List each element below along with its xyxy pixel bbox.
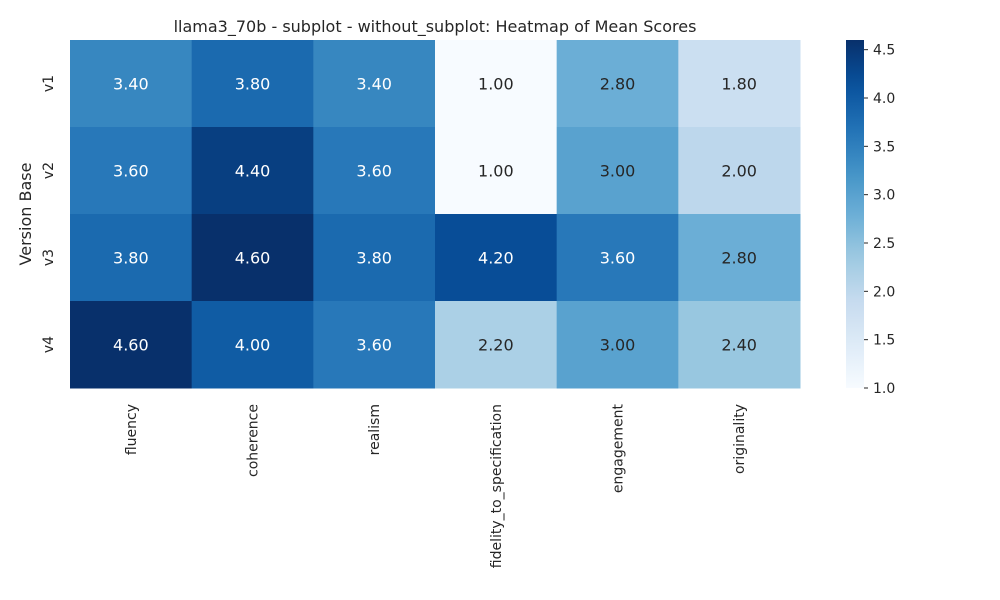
heatmap-cell — [313, 301, 436, 389]
heatmap-cell — [191, 40, 314, 128]
colorbar-tick-label: 1.5 — [873, 333, 895, 349]
heatmap-cell — [556, 214, 679, 302]
cell-value-label: 4.40 — [235, 162, 271, 181]
colorbar-tick-label: 3.0 — [873, 188, 895, 204]
heatmap-cell — [435, 214, 558, 302]
heatmap-cell — [70, 214, 193, 302]
cell-value-label: 3.40 — [356, 75, 392, 94]
cell-value-label: 3.60 — [356, 162, 392, 181]
colorbar-tick-label: 1.0 — [873, 381, 895, 397]
x-tick-label: fluency — [124, 404, 140, 455]
cell-value-label: 2.00 — [721, 162, 757, 181]
cell-value-label: 1.80 — [721, 75, 757, 94]
heatmap-cell — [435, 40, 558, 128]
x-tick-label: fidelity_to_specification — [489, 404, 505, 568]
colorbar-tick-label: 2.0 — [873, 284, 895, 300]
cell-value-label: 2.40 — [721, 336, 757, 355]
heatmap-cell — [678, 40, 801, 128]
y-tick-label: v3 — [41, 249, 57, 266]
cell-value-label: 3.40 — [113, 75, 149, 94]
heatmap-cell — [556, 301, 679, 389]
heatmap-cell — [191, 214, 314, 302]
cell-value-label: 3.80 — [235, 75, 271, 94]
colorbar-ticks: 1.0 1.5 2.0 2.5 3.0 3.5 4.0 4.5 — [864, 43, 895, 397]
x-tick-label: coherence — [246, 404, 262, 477]
y-tick-label: v2 — [41, 162, 57, 179]
heatmap-cell — [70, 301, 193, 389]
heatmap-cell — [678, 301, 801, 389]
cell-value-label: 3.60 — [113, 162, 149, 181]
colorbar-tick-label: 2.5 — [873, 236, 895, 252]
cell-value-label: 3.60 — [600, 249, 636, 268]
y-tick-label: v4 — [41, 336, 57, 353]
heatmap-cell — [556, 127, 679, 215]
chart-title: llama3_70b - subplot - without_subplot: … — [174, 17, 697, 37]
heatmap-cell — [313, 40, 436, 128]
cell-value-label: 2.80 — [600, 75, 636, 94]
colorbar-tick-label: 3.5 — [873, 139, 895, 155]
y-axis-ticks: v1 v2 v3 v4 — [41, 75, 57, 353]
y-tick-label: v1 — [41, 75, 57, 92]
x-tick-label: originality — [732, 404, 748, 474]
heatmap-cell — [191, 301, 314, 389]
heatmap-cell — [678, 127, 801, 215]
cell-value-label: 3.00 — [600, 162, 636, 181]
cell-value-label: 2.20 — [478, 336, 514, 355]
heatmap-cell — [313, 214, 436, 302]
heatmap-cell — [678, 214, 801, 302]
x-tick-label: engagement — [611, 404, 627, 494]
x-axis-ticks: fluency coherence realism fidelity_to_speci… — [124, 404, 748, 569]
cell-value-label: 1.00 — [478, 162, 514, 181]
heatmap-cells: 3.40 3.80 3.40 1.00 2.80 1.80 3.60 4.40 3.60 1.00… — [70, 40, 801, 389]
cell-value-label: 4.20 — [478, 249, 514, 268]
cell-value-label: 2.80 — [721, 249, 757, 268]
cell-value-label: 1.00 — [478, 75, 514, 94]
heatmap-cell — [191, 127, 314, 215]
x-tick-label: realism — [367, 404, 383, 455]
cell-value-label: 4.00 — [235, 336, 271, 355]
colorbar-tick-label: 4.5 — [873, 43, 895, 59]
cell-value-label: 3.80 — [356, 249, 392, 268]
heatmap-cell — [313, 127, 436, 215]
colorbar — [846, 40, 864, 388]
cell-value-label: 3.60 — [356, 336, 392, 355]
cell-value-label: 3.80 — [113, 249, 149, 268]
heatmap-cell — [70, 40, 193, 128]
cell-value-label: 4.60 — [235, 249, 271, 268]
heatmap-cell — [435, 127, 558, 215]
heatmap-cell — [70, 127, 193, 215]
heatmap-cell — [435, 301, 558, 389]
y-axis-label: Version Base — [16, 163, 35, 266]
cell-value-label: 3.00 — [600, 336, 636, 355]
cell-value-label: 4.60 — [113, 336, 149, 355]
colorbar-tick-label: 4.0 — [873, 91, 895, 107]
heatmap-cell — [556, 40, 679, 128]
